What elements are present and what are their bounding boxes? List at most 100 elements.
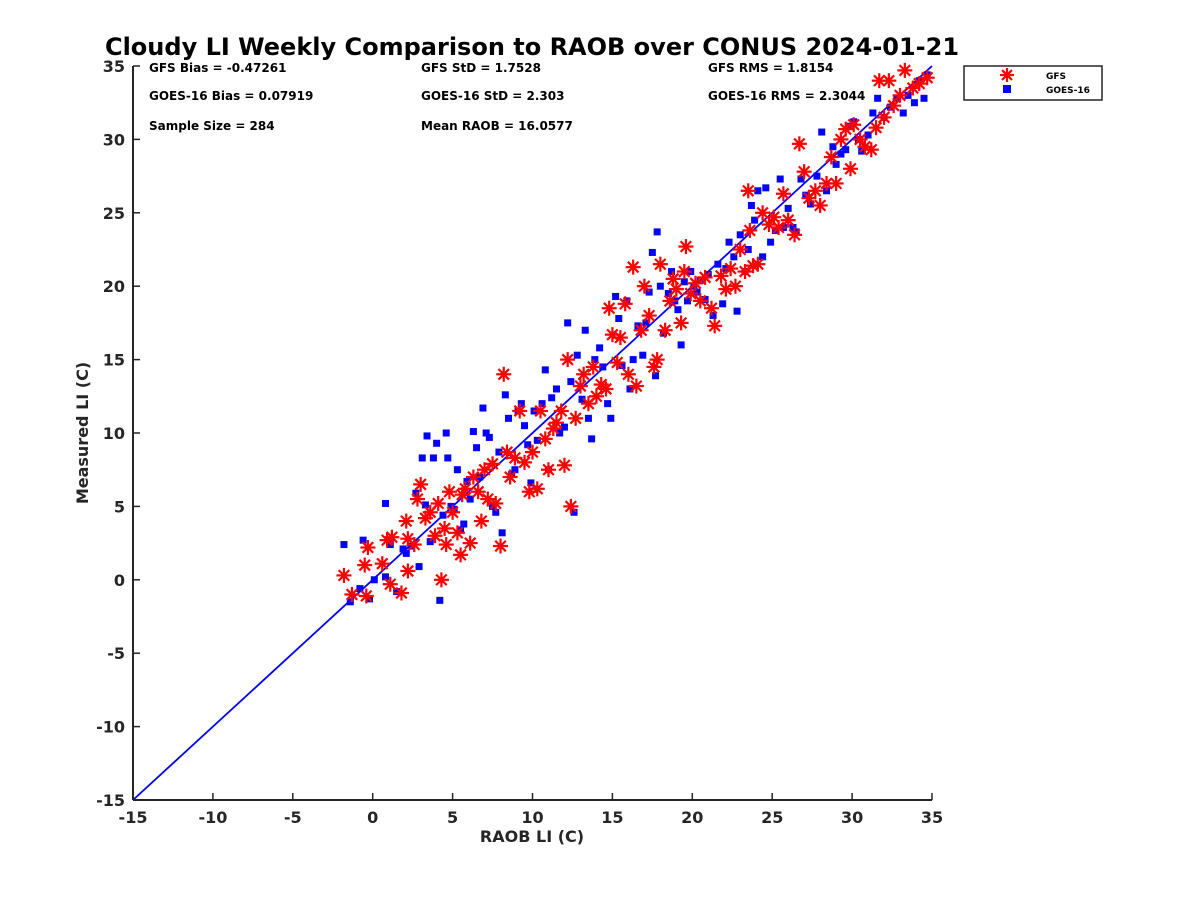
goes16-point: [381, 499, 389, 507]
gfs-point: [723, 261, 739, 277]
one-to-one-line: [132, 65, 933, 801]
gfs-point: [529, 481, 545, 497]
goes16-point: [920, 94, 928, 102]
goes16-point: [733, 307, 741, 315]
goes16-point: [612, 292, 620, 300]
goes16-point: [869, 109, 877, 117]
x-tick-label: -10: [198, 808, 227, 827]
gfs-point: [812, 197, 828, 213]
gfs-point: [398, 513, 414, 529]
goes16-point: [604, 400, 612, 408]
goes16-point: [677, 341, 685, 349]
gfs-point: [863, 142, 879, 158]
goes16-point: [463, 477, 471, 485]
goes16-point: [591, 356, 599, 364]
goes16-point: [744, 246, 752, 253]
gfs-point: [400, 563, 416, 579]
gfs-point: [857, 139, 873, 155]
goes16-point: [421, 501, 429, 509]
legend-goes-marker: [1003, 85, 1011, 93]
gfs-point: [791, 136, 807, 152]
gfs-point: [625, 259, 641, 275]
x-tick-label: 10: [521, 808, 543, 827]
gfs-point: [727, 278, 743, 294]
goes16-point: [578, 395, 586, 403]
goes16-point: [460, 520, 468, 528]
goes16-point: [730, 253, 738, 261]
gfs-point: [560, 352, 576, 368]
goes16-point: [453, 466, 461, 474]
goes16-point: [552, 385, 560, 393]
gfs-point: [457, 481, 473, 497]
gfs-series: [336, 62, 935, 604]
goes16-point: [399, 545, 407, 553]
y-tick-label: 30: [103, 130, 125, 149]
gfs-point: [406, 537, 422, 553]
gfs-point: [876, 109, 892, 125]
goes16-point: [607, 414, 615, 422]
gfs-point: [473, 513, 489, 529]
mean-raob-text: Mean RAOB = 16.0577: [421, 119, 573, 133]
gfs-point: [449, 525, 465, 541]
goes16-point: [864, 131, 872, 139]
gfs-point: [540, 462, 556, 478]
goes16-point: [754, 187, 762, 195]
x-tick-label: 0: [367, 808, 378, 827]
legend-box: [963, 65, 1103, 101]
goes16-point: [767, 238, 775, 246]
goes16-point: [538, 400, 546, 408]
goes16-point: [653, 228, 661, 236]
goes16-point: [423, 432, 431, 440]
goes16-point: [469, 428, 477, 436]
y-tick-label: 10: [103, 424, 125, 443]
gfs-point: [576, 366, 592, 382]
goes16-point: [684, 297, 692, 305]
goes16-point: [444, 454, 452, 462]
goes16-point: [629, 356, 637, 364]
gfs-point: [641, 308, 657, 324]
reference-line-group: [132, 65, 933, 801]
gfs-point: [775, 186, 791, 202]
gfs-point: [737, 264, 753, 280]
gfs-point: [692, 293, 708, 309]
goes16-point: [762, 184, 770, 192]
gfs-point: [713, 268, 729, 284]
gfs-point: [609, 355, 625, 371]
x-tick-label: 25: [761, 808, 783, 827]
goes16-point: [418, 454, 426, 462]
goes16-point: [759, 253, 767, 261]
goes16-point: [813, 172, 821, 180]
gfs-point: [556, 457, 572, 473]
legend-gfs-marker: [1000, 68, 1014, 82]
gfs-point: [374, 556, 390, 572]
goes16-point: [645, 288, 653, 296]
gfs-point: [572, 378, 588, 394]
gfs-point: [892, 87, 908, 103]
gfs-point: [636, 278, 652, 294]
gfs-point: [828, 175, 844, 191]
gfs-point: [598, 381, 614, 397]
goes16-point: [439, 511, 447, 519]
goes16-point: [656, 282, 664, 290]
y-axis-label: Measured LI (C): [73, 362, 92, 504]
goes16-point: [381, 573, 389, 581]
goes16-point: [340, 541, 348, 549]
y-tick-label: 35: [103, 57, 125, 76]
gfs-point: [462, 535, 478, 551]
goes16-point: [436, 596, 444, 604]
goes16-point: [668, 268, 676, 276]
chart-title: Cloudy LI Weekly Comparison to RAOB over…: [105, 33, 959, 61]
gfs-point: [512, 403, 528, 419]
x-tick-label: 30: [841, 808, 863, 827]
gfs-point: [413, 476, 429, 492]
gfs-point: [697, 269, 713, 285]
goes16-point: [842, 146, 850, 154]
goes16-point: [599, 363, 607, 371]
gfs-point: [649, 352, 665, 368]
goes16-point: [346, 598, 354, 606]
goes16-point: [642, 319, 650, 327]
goes16-point: [639, 351, 647, 359]
gfs-point: [652, 256, 668, 272]
goes16-point: [789, 223, 797, 231]
gfs-point: [568, 410, 584, 426]
